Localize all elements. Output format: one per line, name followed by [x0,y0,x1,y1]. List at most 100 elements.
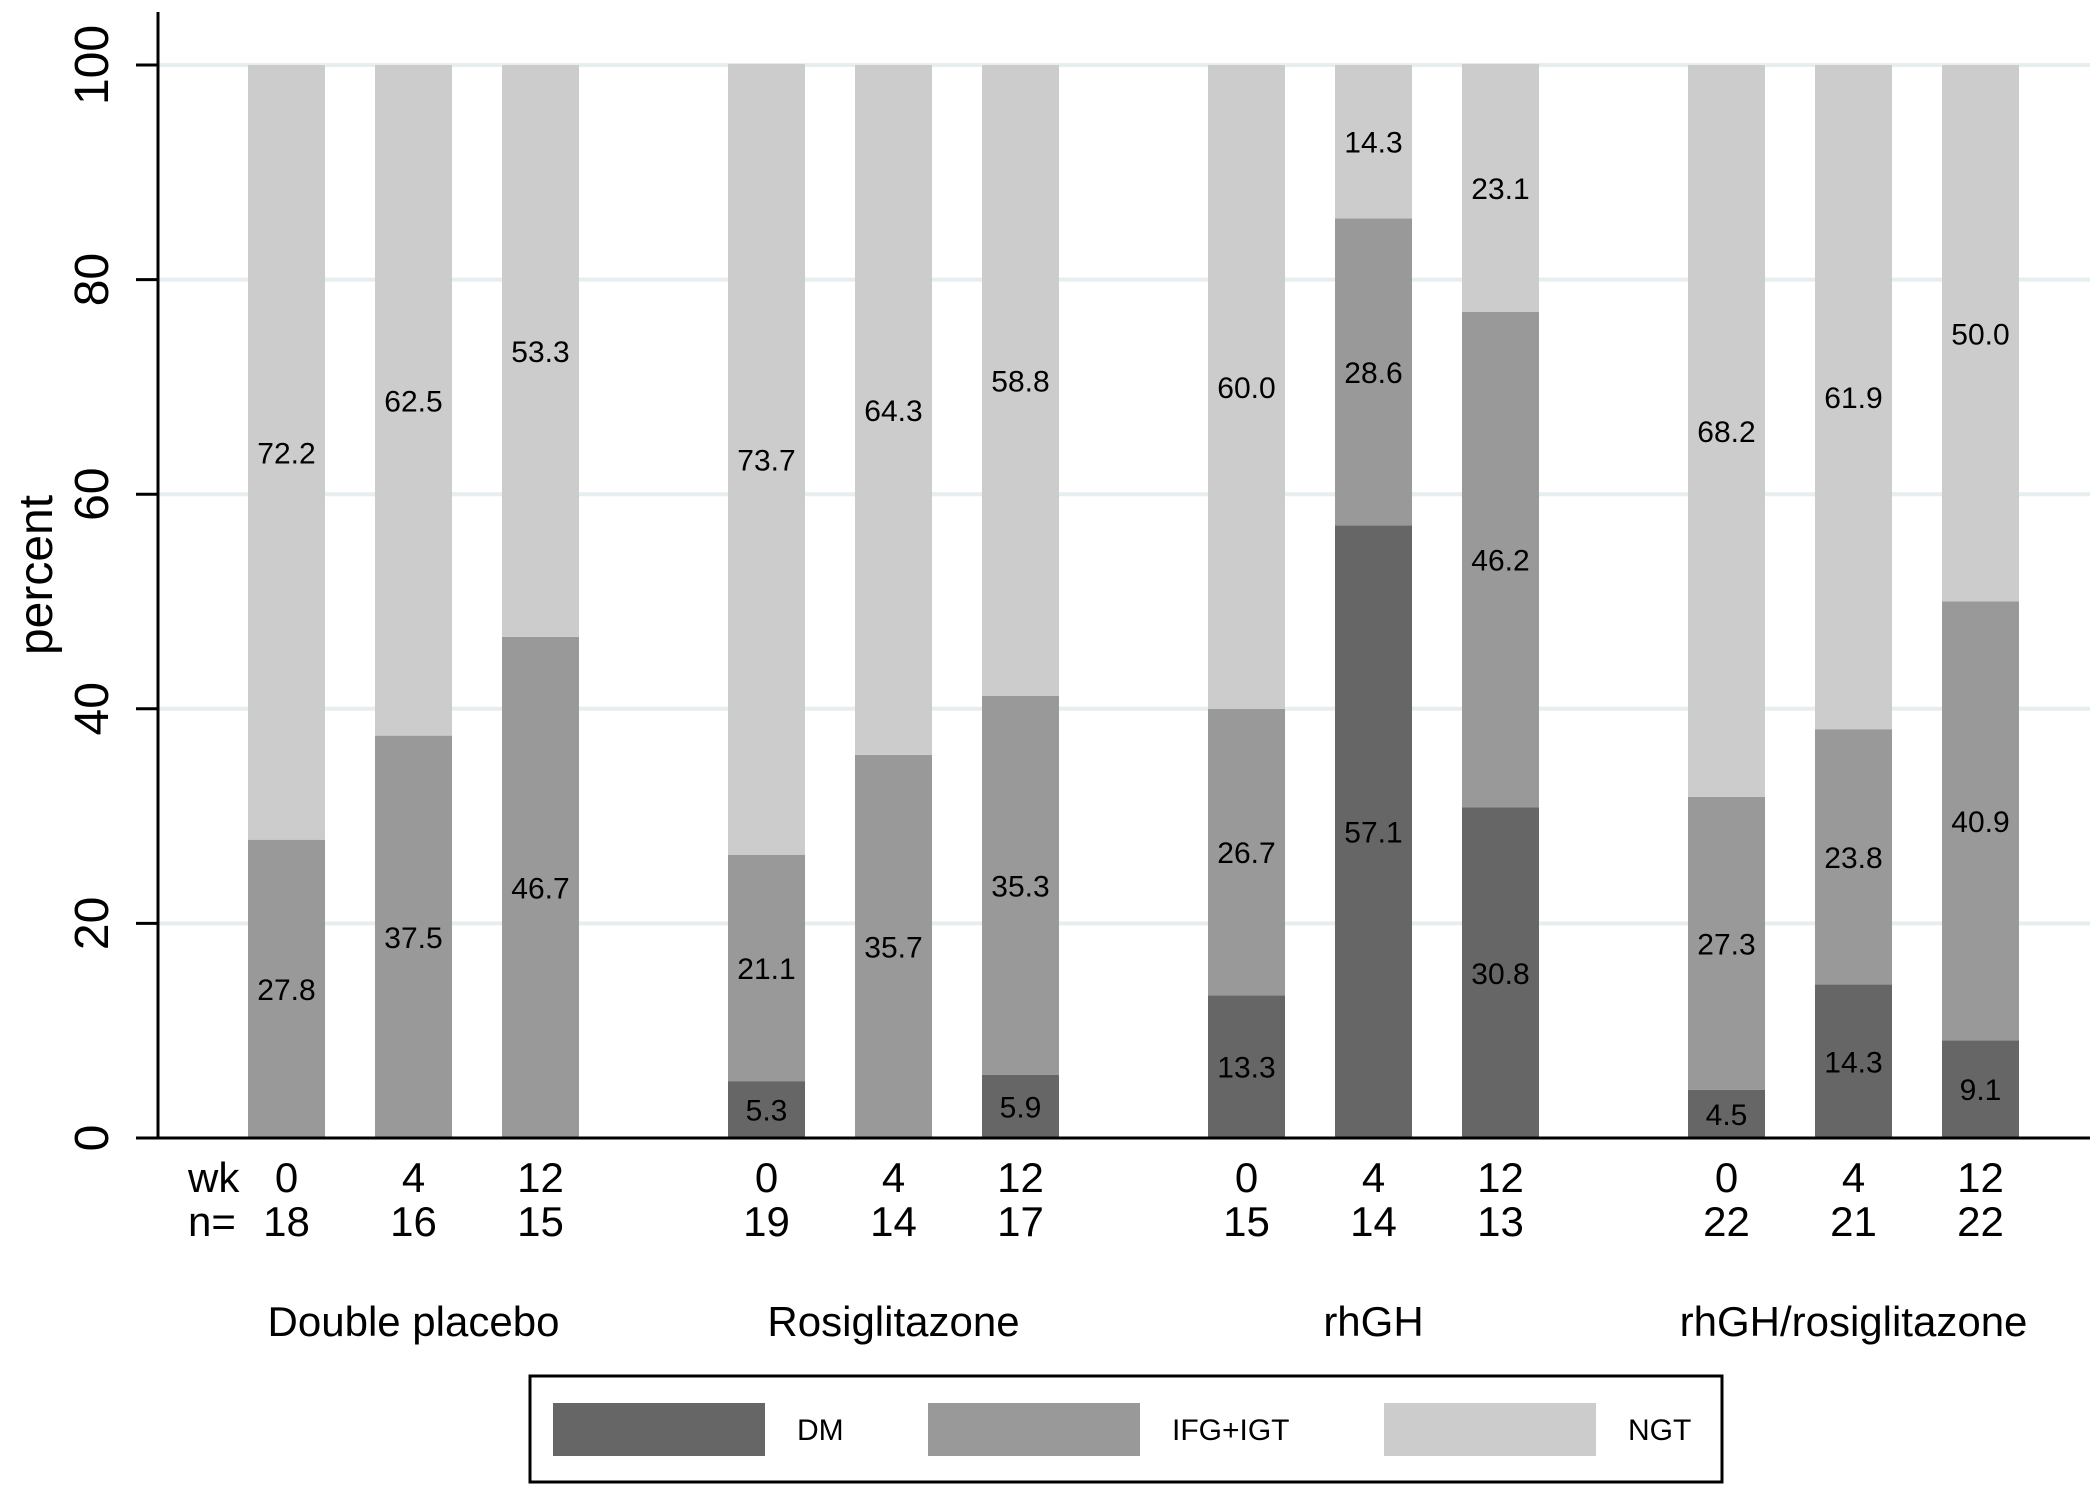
data-label: 14.3 [1824,1046,1882,1079]
bar-segment-ngt [248,65,325,840]
data-label: 57.1 [1344,817,1402,850]
group-label: Double placebo [268,1298,560,1345]
y-tick-label: 100 [66,25,119,105]
axes: 0 20 40 60 80 100 [66,12,2090,1151]
data-label: 23.8 [1824,842,1882,875]
bar-segment-ifg-igt [1462,311,1539,808]
week-label: 4 [1842,1154,1865,1201]
week-label: 4 [402,1154,425,1201]
bar-segment-dm [728,1081,805,1138]
data-label: 27.8 [257,974,315,1007]
bar-segment-ifg-igt [1942,601,2019,1041]
bar-segment-ifg-igt [1208,708,1285,996]
bar-segment-ngt [502,65,579,637]
data-label: 61.9 [1824,382,1882,415]
group-label: rhGH [1323,1298,1423,1345]
bar-segment-ifg-igt [1688,796,1765,1090]
data-label: 73.7 [737,444,795,477]
bar-segment-ifg-igt [375,735,452,1138]
bars [248,63,2019,1138]
n-label: 22 [1703,1198,1750,1245]
data-label: 35.7 [864,931,922,964]
bar-segment-dm [1942,1040,2019,1138]
bar-segment-ifg-igt [728,854,805,1082]
legend-entry: DM [797,1414,844,1447]
group-label: rhGH/rosiglitazone [1680,1298,2028,1345]
n-label: 14 [1350,1198,1397,1245]
bar-segment-ngt [375,65,452,736]
group-label: Rosiglitazone [767,1298,1019,1345]
n-label: 19 [743,1198,790,1245]
data-label: 64.3 [864,395,922,428]
data-label: 68.2 [1697,416,1755,449]
data-label: 9.1 [1960,1074,2002,1107]
legend-swatch [1384,1403,1596,1456]
data-label: 4.5 [1706,1099,1748,1132]
y-tick-label: 0 [66,1125,119,1152]
data-label: 5.3 [746,1095,788,1128]
n-label: 17 [997,1198,1044,1245]
week-label: 12 [1957,1154,2004,1201]
data-label: 28.6 [1344,357,1402,390]
data-label: 46.2 [1471,545,1529,578]
data-label: 62.5 [384,385,442,418]
n-label: 14 [870,1198,917,1245]
bar-segment-dm [1462,807,1539,1138]
bar-segment-dm [982,1074,1059,1138]
bar-segment-ifg-igt [1815,729,1892,985]
bar-segment-ngt [728,63,805,855]
row-label-wk: wk [187,1154,240,1201]
bar-segment-ifg-igt [855,754,932,1138]
bar-segment-ngt [1688,65,1765,797]
bar-segment-ifg-igt [1335,218,1412,526]
data-label: 40.9 [1951,806,2009,839]
n-label: 16 [390,1198,437,1245]
bar-segment-ngt [1208,65,1285,709]
n-label: 13 [1477,1198,1524,1245]
data-label: 14.3 [1344,127,1402,160]
data-label: 13.3 [1217,1052,1275,1085]
data-label: 30.8 [1471,958,1529,991]
legend-entry: NGT [1628,1414,1691,1447]
bar-segment-ifg-igt [502,636,579,1138]
row-label-n: n= [188,1198,236,1245]
legend-swatch [928,1403,1140,1456]
n-label: 15 [1223,1198,1270,1245]
data-label: 35.3 [991,870,1049,903]
bar-segment-dm [1335,525,1412,1138]
data-label: 23.1 [1471,173,1529,206]
week-label: 12 [997,1154,1044,1201]
y-tick-label: 40 [66,682,119,735]
y-tick-label: 60 [66,468,119,521]
legend: DM IFG+IGT NGT [528,1374,1724,1484]
bar-segment-dm [1208,995,1285,1138]
bar-segment-ifg-igt [248,839,325,1138]
week-label: 12 [1477,1154,1524,1201]
week-label: 4 [1362,1154,1385,1201]
week-label: 4 [882,1154,905,1201]
data-label: 53.3 [511,336,569,369]
bar-segment-ngt [1335,65,1412,219]
bar-segment-ngt [855,65,932,755]
week-label: 0 [1715,1154,1738,1201]
week-label: 0 [275,1154,298,1201]
bar-segment-ngt [982,65,1059,696]
data-label: 37.5 [384,922,442,955]
week-label: 0 [755,1154,778,1201]
data-label: 50.0 [1951,318,2009,351]
bar-segment-ngt [1815,65,1892,730]
data-label: 46.7 [511,872,569,905]
data-label: 58.8 [991,365,1049,398]
data-labels: 27.8 72.2 37.5 62.5 46.7 53.3 5.3 21.1 73.7 35.7 6… [257,127,2009,1132]
n-label: 21 [1830,1198,1877,1245]
week-label: 0 [1235,1154,1258,1201]
n-label: 22 [1957,1198,2004,1245]
y-axis-title: percent [10,495,63,655]
bar-segment-ngt [1462,63,1539,312]
legend-entry: IFG+IGT [1172,1414,1290,1447]
week-label: 12 [517,1154,564,1201]
y-tick-label: 80 [66,253,119,306]
gridlines [158,63,2090,926]
